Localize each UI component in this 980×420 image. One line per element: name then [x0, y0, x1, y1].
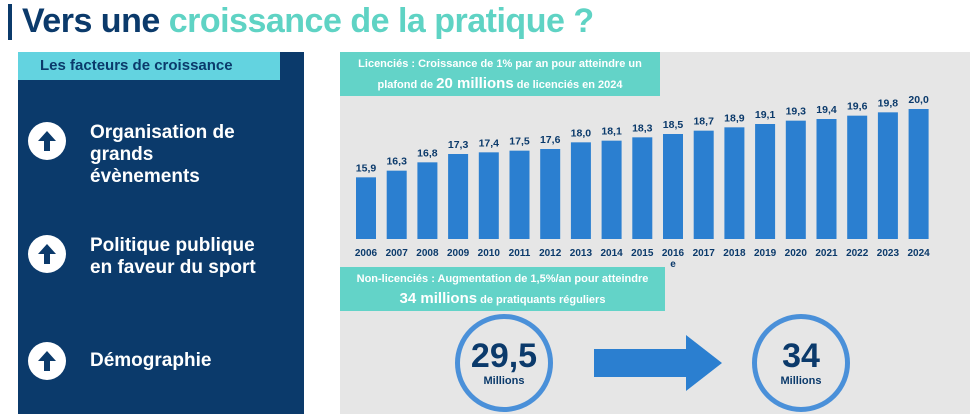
bar-2	[417, 162, 438, 239]
bar-value-label-14: 19,3	[786, 106, 807, 118]
x-tick-label-4: 2010	[478, 248, 501, 259]
bar-15	[816, 119, 837, 239]
bar-13	[755, 124, 776, 239]
x-tick-label-5: 2011	[509, 248, 531, 259]
bar-value-label-10: 18,5	[663, 119, 684, 131]
x-tick-label-14: 2020	[785, 248, 808, 259]
bar-8	[601, 140, 622, 239]
nonlicencies-callout: Non-licenciés : Augmentation de 1,5%/an …	[340, 267, 665, 311]
factor-demography: Démographie	[28, 342, 280, 380]
bar-value-label-17: 19,8	[878, 97, 899, 109]
bar-value-label-6: 17,6	[540, 134, 561, 146]
x-tick-label-10: 2016	[662, 248, 685, 259]
bar-value-label-5: 17,5	[509, 136, 530, 148]
x-tick-label-8: 2014	[600, 248, 623, 259]
bar-5	[509, 150, 530, 239]
target-practitioners-value: 34	[782, 337, 820, 375]
licencies-callout-pre: plafond de	[377, 79, 437, 91]
licencies-callout: Licenciés : Croissance de 1% par an pour…	[340, 52, 660, 96]
bar-4	[478, 152, 499, 239]
factor-label-public-policy: Politique publique en faveur du sport	[90, 235, 256, 278]
x-tick-label-6: 2012	[539, 248, 562, 259]
bar-11	[693, 130, 714, 239]
x-tick-label-1: 2007	[386, 248, 409, 259]
bar-value-label-8: 18,1	[601, 126, 622, 138]
bar-value-label-15: 19,4	[816, 104, 837, 116]
bar-7	[570, 142, 591, 239]
factor-public-policy: Politique publique en faveur du sport	[28, 235, 280, 279]
bar-value-label-0: 15,9	[356, 162, 377, 174]
target-practitioners-circle: 34 Millions	[752, 314, 850, 412]
current-practitioners-value: 29,5	[470, 337, 538, 375]
licencies-callout-highlight: 20 millions	[436, 75, 514, 92]
bar-6	[540, 149, 561, 239]
x-tick-label-16: 2022	[846, 248, 869, 259]
title-part-2: croissance de la pratique ?	[168, 2, 594, 40]
current-practitioners-unit: Millions	[483, 375, 525, 387]
bar-12	[724, 127, 745, 239]
factor-label-events: Organisation de grands évènements	[90, 122, 235, 187]
bar-value-label-11: 18,7	[693, 116, 714, 128]
growth-factors-header: Les facteurs de croissance	[18, 52, 280, 80]
bar-value-label-4: 17,4	[479, 137, 500, 149]
bar-value-label-7: 18,0	[571, 127, 592, 139]
bar-value-label-18: 20,0	[908, 94, 929, 106]
target-practitioners-unit: Millions	[780, 375, 822, 387]
nonlicencies-callout-post: de pratiquants réguliers	[477, 294, 606, 306]
bar-value-label-12: 18,9	[724, 112, 745, 124]
nonlicencies-callout-highlight: 34 millions	[399, 290, 478, 307]
nonlicencies-callout-line1: Non-licenciés : Augmentation de 1,5%/an …	[356, 273, 649, 285]
x-tick-label-7: 2013	[570, 248, 593, 259]
growth-arrow-icon	[594, 335, 722, 391]
bar-16	[847, 115, 868, 239]
factor-events: Organisation de grands évènements	[28, 122, 280, 188]
bar-value-label-2: 16,8	[417, 147, 438, 159]
bar-17	[877, 112, 898, 239]
bar-value-label-16: 19,6	[847, 101, 868, 113]
x-tick-label-9: 2015	[631, 248, 654, 259]
x-tick-label-12: 2018	[723, 248, 746, 259]
bar-14	[785, 120, 806, 239]
x-tick-label-18: 2024	[907, 248, 930, 259]
x-tick-label-15: 2021	[815, 248, 838, 259]
arrow-up-circle-icon	[28, 342, 66, 380]
bar-0	[356, 177, 376, 239]
x-tick-label-13: 2019	[754, 248, 777, 259]
licencies-bar-chart: 15,9 2006 16,3 2007 16,8 2008 17,3 2009 17,4 2010…	[355, 94, 930, 270]
x-tick-label-0: 2006	[355, 248, 378, 259]
arrow-up-circle-icon	[28, 122, 66, 160]
bar-value-label-9: 18,3	[632, 122, 653, 134]
bar-9	[632, 137, 653, 239]
page-title: Vers une croissance de la pratique ?	[22, 2, 594, 41]
licencies-callout-post: de licenciés en 2024	[513, 79, 623, 91]
title-accent-bar	[8, 4, 12, 40]
bar-3	[448, 154, 469, 239]
bar-10	[663, 134, 683, 239]
x-tick-label-3: 2009	[447, 248, 470, 259]
growth-factors-panel	[18, 52, 304, 414]
x-tick-label-11: 2017	[693, 248, 716, 259]
bar-value-label-1: 16,3	[386, 156, 407, 168]
title-part-1: Vers une	[22, 2, 169, 40]
bar-18	[908, 109, 929, 239]
x-tick-label-10: e	[670, 259, 676, 270]
current-practitioners-circle: 29,5 Millions	[455, 314, 553, 412]
factor-label-demography: Démographie	[90, 350, 212, 371]
x-tick-label-2: 2008	[416, 248, 439, 259]
bar-value-label-3: 17,3	[448, 139, 469, 151]
licencies-callout-line1: Licenciés : Croissance de 1% par an pour…	[358, 58, 642, 70]
bar-1	[386, 170, 407, 239]
x-tick-label-17: 2023	[877, 248, 900, 259]
arrow-up-circle-icon	[28, 235, 66, 273]
bar-value-label-13: 19,1	[755, 109, 776, 121]
